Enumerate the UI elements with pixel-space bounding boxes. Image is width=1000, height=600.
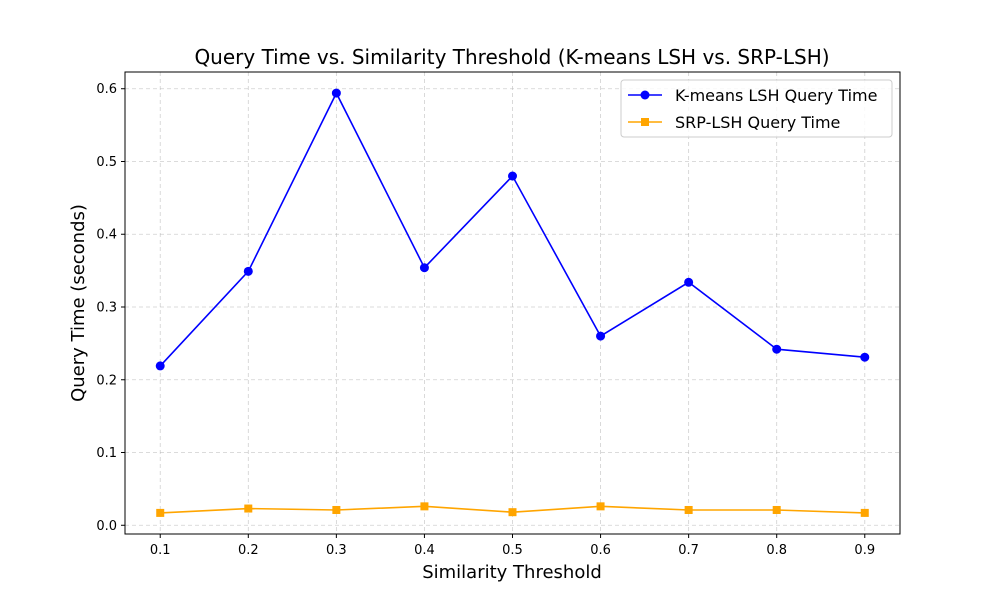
x-tick-label: 0.7 (678, 543, 699, 558)
x-axis-label: Similarity Threshold (422, 562, 602, 583)
data-point-square (156, 508, 165, 517)
legend: K-means LSH Query Time SRP-LSH Query Time (620, 79, 893, 138)
y-tick-label: 0.0 (96, 519, 117, 534)
x-tick-label: 0.3 (326, 543, 347, 558)
y-axis-ticks: 0.0 0.1 0.2 0.3 0.4 0.5 0.6 (96, 82, 125, 534)
data-point-square (772, 505, 781, 514)
x-tick-label: 0.8 (766, 543, 787, 558)
x-tick-label: 0.2 (238, 543, 259, 558)
y-tick-label: 0.2 (96, 373, 117, 388)
data-point-square (860, 508, 869, 517)
plot-frame (124, 71, 901, 535)
legend-box (620, 79, 893, 138)
x-tick-label: 0.5 (502, 543, 523, 558)
data-point-square (508, 508, 517, 517)
x-tick-label: 0.4 (414, 543, 435, 558)
legend-marker-circle (640, 90, 650, 100)
data-point-square (420, 502, 429, 511)
x-axis-ticks: 0.1 0.2 0.3 0.4 0.5 0.6 0.7 0.8 0.9 (150, 534, 875, 558)
data-point-circle (596, 331, 606, 341)
x-tick-label: 0.6 (590, 543, 611, 558)
x-tick-label: 0.9 (854, 543, 875, 558)
y-tick-label: 0.5 (96, 155, 117, 170)
legend-label-2: SRP-LSH Query Time (675, 113, 840, 132)
y-axis-label: Query Time (seconds) (68, 204, 89, 402)
chart-title: Query Time vs. Similarity Threshold (K-m… (194, 45, 829, 69)
y-tick-label: 0.4 (96, 228, 117, 243)
data-point-circle (508, 171, 517, 181)
data-point-circle (772, 344, 782, 354)
legend-marker-square (641, 118, 649, 126)
data-point-circle (684, 277, 694, 287)
series-layer (155, 88, 870, 517)
y-tick-label: 0.6 (96, 82, 117, 97)
legend-label-1: K-means LSH Query Time (675, 86, 877, 105)
x-tick-label: 0.1 (150, 543, 171, 558)
data-point-circle (155, 361, 165, 371)
data-point-circle (243, 266, 253, 276)
y-tick-label: 0.3 (96, 301, 117, 316)
grid (125, 72, 900, 534)
y-tick-label: 0.1 (96, 446, 117, 461)
data-point-circle (419, 263, 429, 273)
data-point-circle (331, 88, 341, 98)
data-point-square (332, 505, 341, 514)
data-point-square (596, 502, 605, 511)
data-point-circle (860, 352, 870, 362)
data-point-square (244, 504, 253, 513)
data-point-square (684, 505, 693, 514)
